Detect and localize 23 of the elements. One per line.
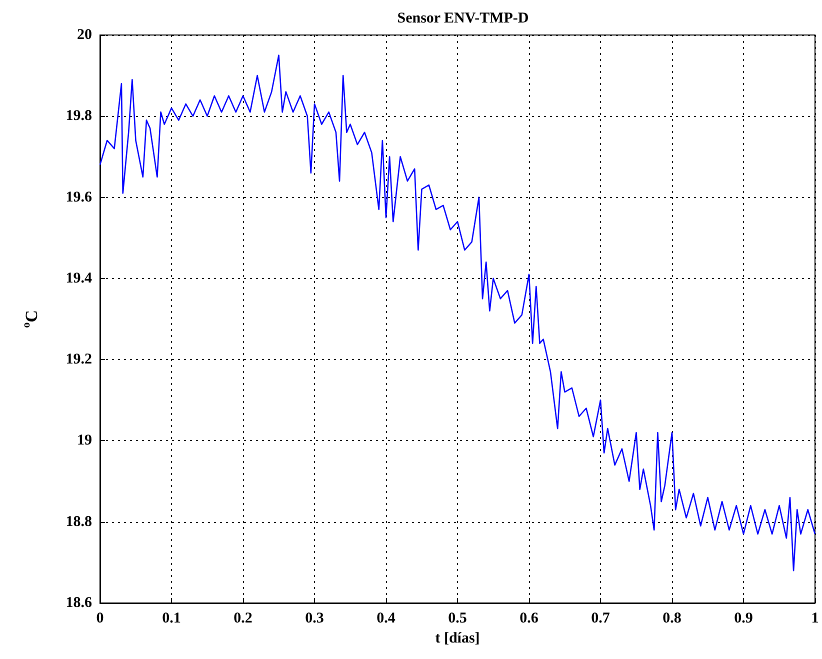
y-tick-label: 19.2 — [66, 352, 92, 368]
x-axis-title: t [días] — [435, 630, 480, 646]
y-tick-label: 19.8 — [66, 108, 92, 124]
y-tick-label: 18.8 — [66, 514, 92, 530]
x-tick-label: 0.4 — [376, 610, 396, 626]
x-tick-label: 0.6 — [520, 610, 539, 626]
x-tick-label: 0.7 — [591, 610, 610, 626]
line-series — [99, 54, 816, 572]
y-tick-label: 19.6 — [66, 189, 92, 206]
x-tick-label: 1 — [811, 610, 819, 626]
x-tick-label: 0.1 — [162, 610, 181, 626]
y-axis-title: oC — [20, 310, 41, 328]
chart-title: Sensor ENV-TMP-D — [397, 10, 529, 26]
y-tick-label: 18.6 — [66, 595, 92, 611]
x-tick-label: 0.9 — [734, 610, 753, 626]
x-tick-label: 0.3 — [305, 610, 324, 626]
x-tick-label: 0.5 — [448, 610, 467, 626]
y-tick-label: 20 — [77, 27, 92, 43]
y-tick-label: 19 — [77, 432, 92, 449]
x-tick-label: 0 — [96, 610, 104, 626]
x-tick-label: 0.2 — [234, 610, 252, 626]
y-tick-label: 19.4 — [66, 270, 92, 286]
x-tick-label: 0.8 — [662, 610, 682, 626]
